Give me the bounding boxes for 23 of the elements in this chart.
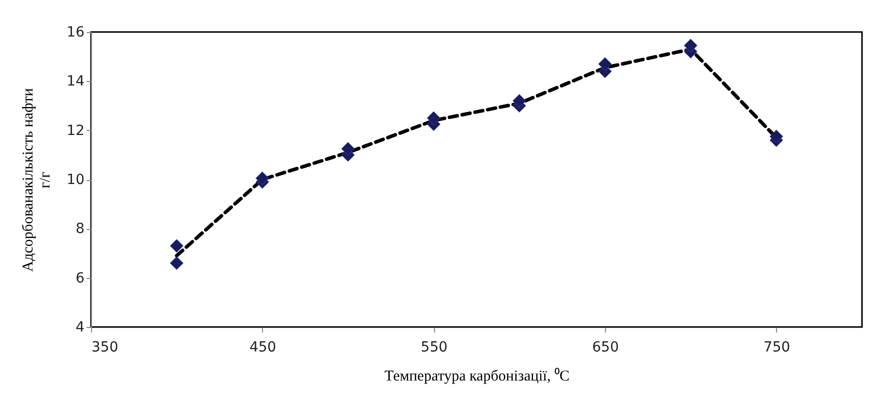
x-axis-title: Температура карбонізації, ⁰C <box>384 368 570 384</box>
y-tick-label: 4 <box>76 320 85 336</box>
y-tick-label: 14 <box>66 74 85 90</box>
x-tick-label: 750 <box>763 340 790 356</box>
y-axis-title: Адсорбованакількість нафти г/г <box>20 88 54 272</box>
x-tick-label: 450 <box>249 340 276 356</box>
point <box>426 111 440 125</box>
point <box>170 239 184 253</box>
point <box>256 172 270 186</box>
point <box>341 142 355 156</box>
x-tick-label: 550 <box>420 340 448 356</box>
y-tick-label: 10 <box>66 172 84 188</box>
point <box>770 130 784 144</box>
point <box>684 38 698 52</box>
x-tick-label: 650 <box>592 340 619 356</box>
point <box>598 57 612 71</box>
point <box>512 94 526 108</box>
y-tick-label: 12 <box>66 122 84 139</box>
y-tick-label: 16 <box>66 24 85 40</box>
point <box>170 256 184 270</box>
x-tick-label: 350 <box>92 340 118 356</box>
y-tick-label: 6 <box>76 270 85 286</box>
y-tick-label: 8 <box>76 221 84 238</box>
